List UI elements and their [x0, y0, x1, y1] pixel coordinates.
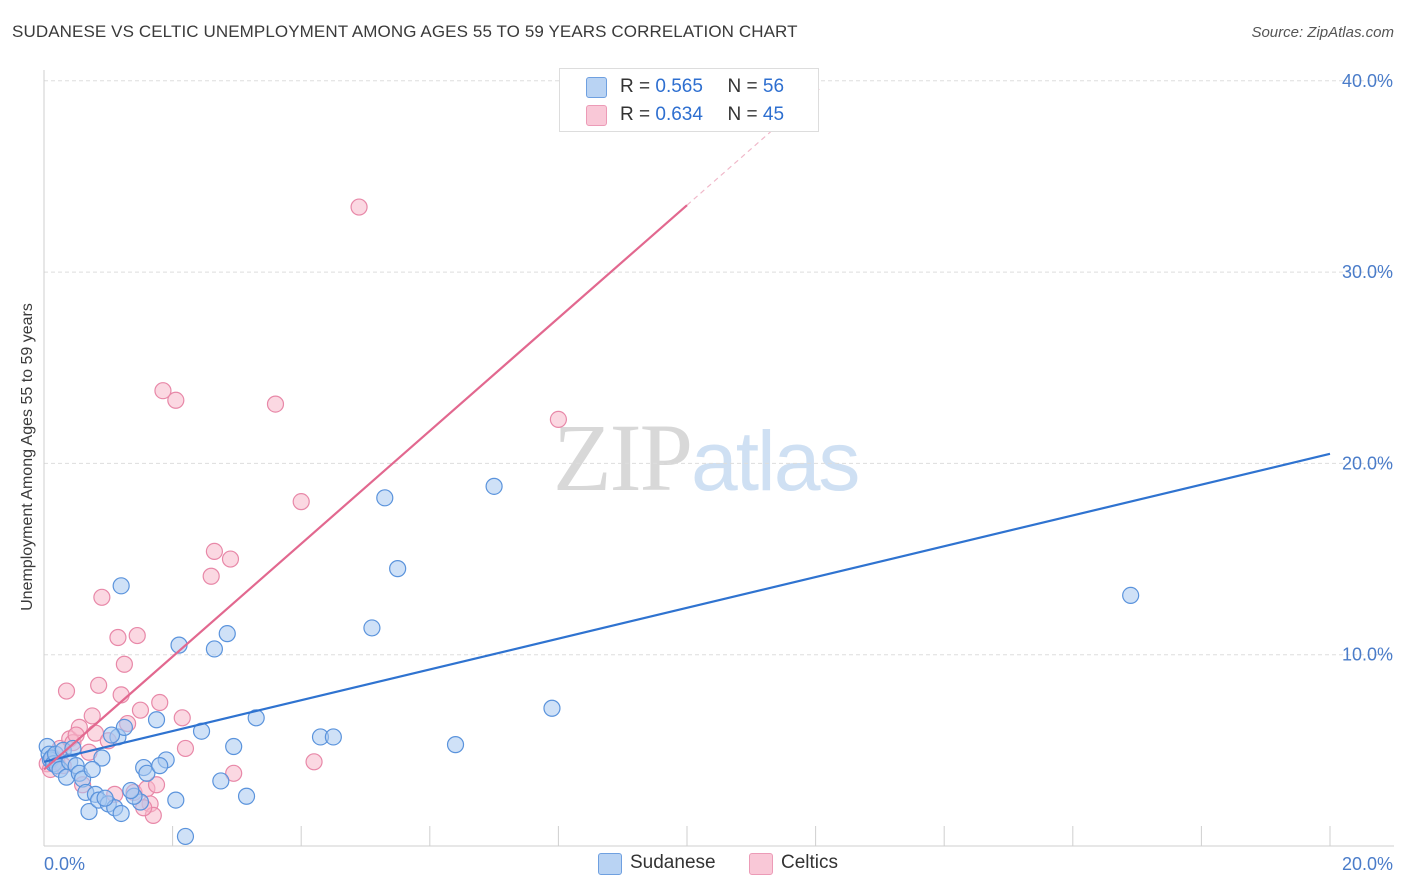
- celtics-point: [90, 676, 108, 694]
- sudanese-point: [112, 577, 130, 595]
- legend-n-value: 56: [762, 76, 785, 97]
- sudanese-point: [247, 709, 265, 727]
- celtics-point: [151, 693, 169, 712]
- x-tick-label: 20.0%: [1342, 854, 1393, 874]
- celtics-point: [549, 410, 568, 429]
- sudanese-point: [324, 728, 342, 746]
- sudanese-trend-line: [43, 452, 1331, 763]
- celtics-point: [147, 776, 166, 794]
- x-tick-label: 0.0%: [44, 854, 85, 874]
- legend-box: R = 0.565 N = 56 R = 0.634 N = 45: [559, 68, 819, 132]
- sudanese-point: [80, 802, 98, 821]
- y-tick-label: 30.0%: [1342, 262, 1393, 282]
- legend-swatch-sudanese: [586, 77, 607, 98]
- celtics-point: [305, 753, 323, 771]
- bottom-legend-label-sudanese: Sudanese: [630, 852, 716, 873]
- legend-r-value: 0.565: [655, 76, 703, 97]
- watermark-atlas: atlas: [691, 414, 860, 508]
- sudanese-point: [446, 736, 465, 754]
- sudanese-point: [138, 764, 156, 782]
- celtics-point: [173, 709, 191, 727]
- axis-layer: [43, 70, 1394, 847]
- sudanese-points: [38, 477, 1140, 846]
- celtics-trend-extension: [686, 86, 823, 206]
- celtics-point: [115, 655, 133, 673]
- legend-text-celtics: R = 0.634 N = 45: [620, 104, 784, 126]
- sudanese-point: [96, 789, 114, 807]
- legend-r-label: R =: [620, 76, 651, 97]
- celtics-point: [350, 198, 368, 216]
- chart-title: SUDANESE VS CELTIC UNEMPLOYMENT AMONG AG…: [12, 22, 798, 41]
- legend-text-sudanese: R = 0.565 N = 56: [620, 76, 784, 98]
- celtics-point: [83, 707, 101, 725]
- celtics-point: [225, 764, 243, 782]
- sudanese-point: [363, 619, 381, 637]
- sudanese-point: [122, 781, 140, 800]
- sudanese-point: [147, 711, 166, 729]
- sudanese-point: [389, 560, 407, 578]
- tick-labels: 10.0% 20.0% 30.0% 40.0% 0.0% 20.0%: [44, 71, 1393, 874]
- sudanese-point: [485, 477, 503, 495]
- grid-layer: [44, 80, 1394, 656]
- celtics-point: [221, 550, 240, 568]
- celtics-point: [167, 391, 185, 409]
- sudanese-point: [112, 804, 130, 823]
- watermark: ZIPatlas: [553, 402, 860, 513]
- legend-n-value: 45: [762, 104, 785, 125]
- sudanese-point: [151, 757, 169, 775]
- sudanese-point: [376, 489, 394, 507]
- y-tick-label: 20.0%: [1342, 453, 1393, 473]
- sudanese-point: [102, 726, 121, 744]
- legend-n-label: N =: [727, 76, 758, 97]
- sudanese-point: [115, 718, 133, 736]
- sudanese-point: [83, 760, 101, 779]
- sudanese-point: [176, 827, 195, 846]
- bottom-legend-swatch-sudanese: [598, 853, 622, 875]
- celtics-point: [202, 567, 220, 585]
- y-tick-label: 40.0%: [1342, 71, 1393, 91]
- celtics-point: [205, 542, 223, 560]
- sudanese-point: [167, 791, 185, 809]
- legend-swatch-celtics: [586, 105, 607, 126]
- sudanese-point: [1122, 586, 1140, 604]
- celtics-point: [109, 628, 127, 647]
- sudanese-point: [543, 699, 561, 717]
- bottom-legend-swatch-celtics: [749, 853, 773, 875]
- sudanese-point: [237, 787, 256, 805]
- sudanese-point: [205, 640, 223, 658]
- bottom-legend-label-celtics: Celtics: [781, 852, 839, 873]
- legend-r-value: 0.634: [655, 104, 703, 125]
- celtics-point: [93, 588, 111, 606]
- celtics-point: [266, 395, 285, 413]
- sudanese-point: [218, 625, 236, 643]
- celtics-point: [128, 626, 146, 645]
- trend-lines: [43, 86, 1331, 771]
- sudanese-point: [212, 772, 230, 790]
- celtics-trend-line: [43, 204, 688, 771]
- sudanese-point: [93, 749, 111, 767]
- celtics-point: [292, 493, 310, 511]
- celtics-point: [131, 701, 150, 719]
- sudanese-point: [64, 739, 82, 758]
- watermark-zip: ZIP: [553, 404, 693, 511]
- sudanese-point: [225, 737, 243, 756]
- celtics-point: [176, 739, 195, 758]
- legend-n-label: N =: [727, 104, 758, 125]
- source-credit: Source: ZipAtlas.com: [1251, 24, 1394, 41]
- legend-r-label: R =: [620, 104, 651, 125]
- y-tick-label: 10.0%: [1342, 645, 1393, 665]
- celtics-point: [57, 682, 76, 700]
- celtics-point: [154, 382, 172, 400]
